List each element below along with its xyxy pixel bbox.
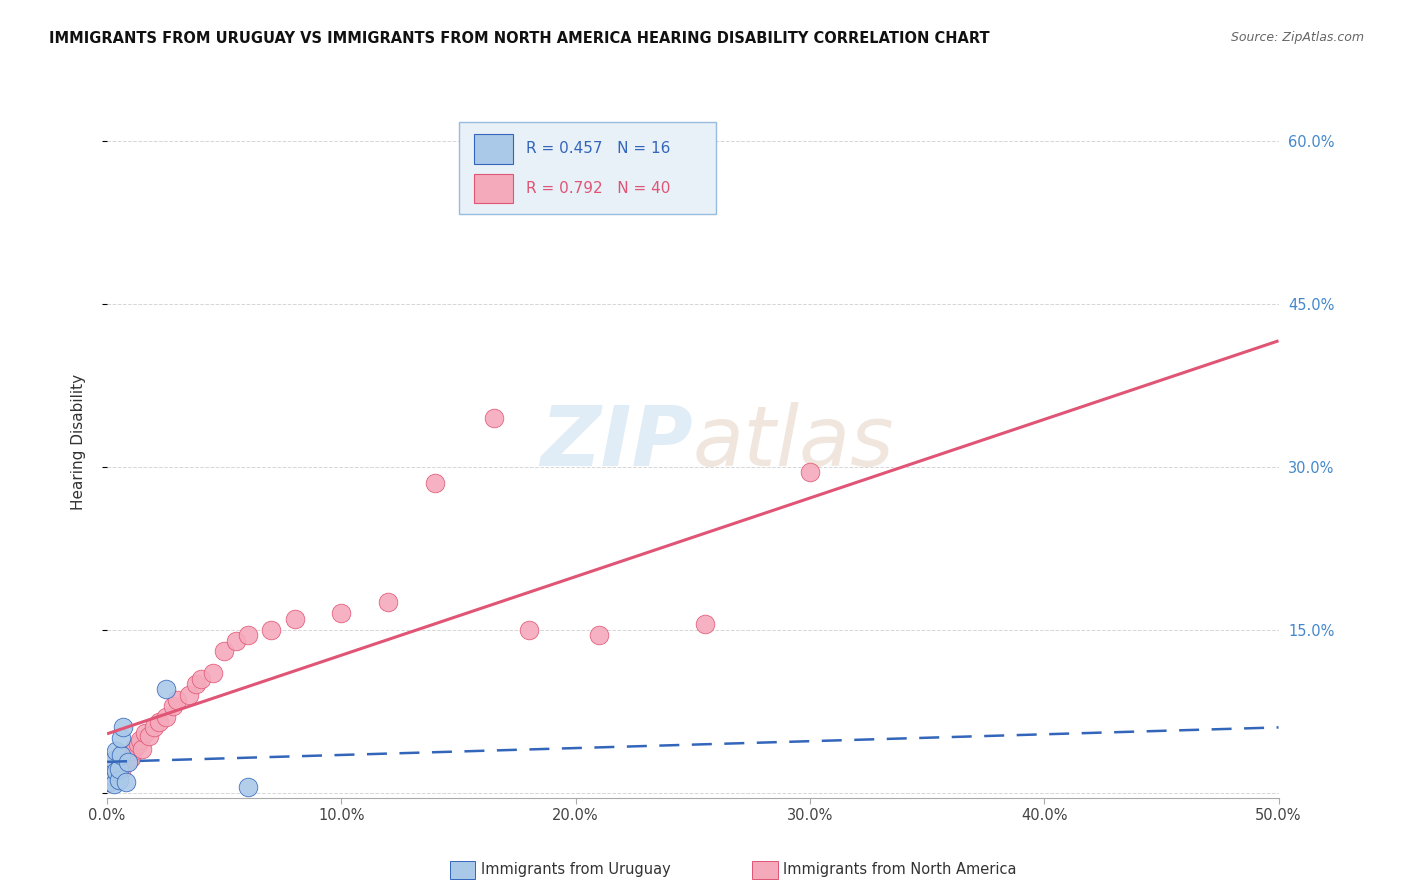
Text: IMMIGRANTS FROM URUGUAY VS IMMIGRANTS FROM NORTH AMERICA HEARING DISABILITY CORR: IMMIGRANTS FROM URUGUAY VS IMMIGRANTS FR… (49, 31, 990, 46)
Text: atlas: atlas (693, 401, 894, 483)
Point (120, 751, 142, 765)
Point (112, 753, 135, 767)
Text: R = 0.792   N = 40: R = 0.792 N = 40 (526, 181, 669, 196)
Point (517, 623, 540, 637)
Point (117, 747, 139, 762)
Point (103, 766, 125, 780)
Point (112, 721, 135, 735)
Point (114, 755, 136, 769)
Point (201, 666, 224, 681)
Point (260, 623, 283, 637)
Point (799, 465, 821, 479)
Point (131, 742, 153, 756)
Point (114, 774, 136, 789)
Point (117, 755, 139, 769)
Point (138, 729, 160, 743)
Point (100, 769, 122, 783)
Point (155, 682, 177, 697)
Point (110, 747, 132, 762)
Text: ZIP: ZIP (540, 401, 693, 483)
Point (482, 410, 505, 425)
Point (377, 595, 399, 609)
Text: Immigrants from Uruguay: Immigrants from Uruguay (481, 863, 671, 877)
Point (103, 777, 125, 791)
Point (105, 744, 128, 758)
Point (127, 737, 149, 751)
Point (693, 617, 716, 632)
Point (177, 688, 200, 702)
Point (100, 758, 122, 772)
Y-axis label: Hearing Disability: Hearing Disability (72, 374, 86, 510)
Point (330, 607, 353, 621)
Text: Source: ZipAtlas.com: Source: ZipAtlas.com (1230, 31, 1364, 45)
Point (105, 764, 128, 778)
Point (110, 764, 132, 778)
Text: R = 0.457   N = 16: R = 0.457 N = 16 (526, 141, 669, 156)
Point (134, 726, 156, 740)
Point (166, 693, 188, 707)
Point (148, 714, 170, 729)
Point (155, 709, 177, 723)
Point (162, 698, 184, 713)
Point (190, 672, 212, 686)
Point (236, 780, 259, 795)
Point (184, 677, 207, 691)
Point (107, 772, 129, 787)
Point (103, 753, 125, 767)
Point (107, 758, 129, 772)
Point (98, 774, 121, 789)
Point (236, 628, 259, 642)
Point (105, 762, 128, 776)
Point (100, 769, 122, 783)
Point (212, 644, 235, 658)
Point (142, 721, 165, 735)
Point (110, 731, 132, 746)
Point (588, 628, 610, 642)
Point (225, 633, 247, 648)
Point (121, 744, 143, 758)
Point (128, 733, 150, 747)
Point (423, 475, 446, 490)
Point (107, 762, 129, 776)
Text: Immigrants from North America: Immigrants from North America (783, 863, 1017, 877)
Point (98, 774, 121, 789)
Point (283, 612, 305, 626)
Point (124, 739, 146, 754)
